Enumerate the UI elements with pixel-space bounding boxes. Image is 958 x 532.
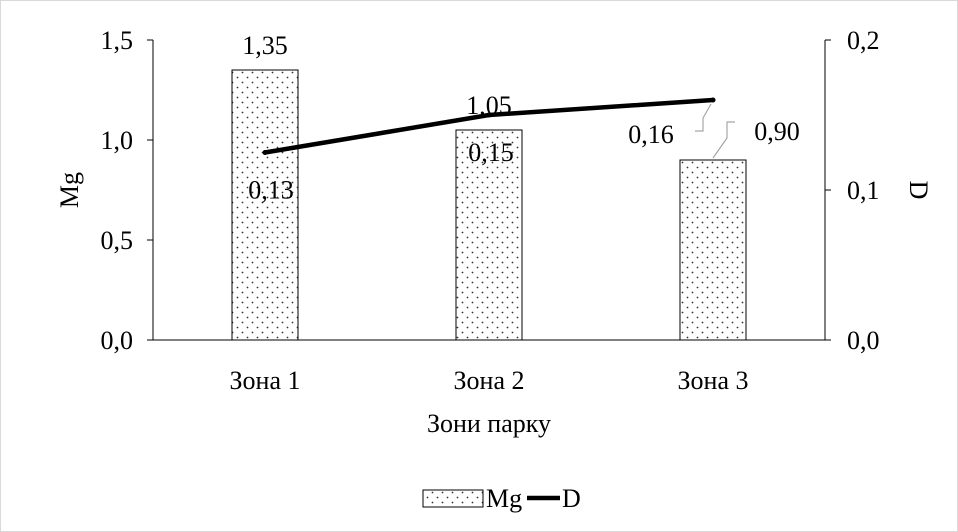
y-tick-label-2: 1,0 [101, 126, 134, 155]
y-axis-title: Mg [55, 172, 84, 208]
x-tick-label-3: Зона 3 [678, 366, 749, 395]
y2-tick-label-1: 0,1 [847, 176, 880, 205]
line-label-3: 0,16 [628, 120, 674, 149]
y2-tick-label-0: 0,0 [847, 326, 880, 355]
point-d-3 [710, 97, 716, 103]
line-label-2: 0,15 [468, 138, 514, 167]
leader-line-mg-3 [712, 121, 735, 159]
point-d-1 [262, 150, 268, 155]
bar-mg-2 [455, 129, 523, 341]
y-tick-label-1: 0,5 [101, 226, 134, 255]
bar-mg-3 [679, 159, 747, 341]
x-tick-label-1: Зона 1 [230, 366, 301, 395]
bar-label-3: 0,90 [754, 117, 800, 146]
y-tick-label-3: 1,5 [101, 26, 134, 55]
line-label-1: 0,13 [248, 176, 294, 205]
x-tick-label-2: Зона 2 [454, 366, 525, 395]
point-d-2 [486, 112, 492, 118]
bar-label-1: 1,35 [242, 31, 288, 60]
y2-tick-label-2: 0,2 [847, 26, 880, 55]
legend-swatch-mg [422, 489, 484, 508]
x-axis-title: Зони парку [427, 409, 551, 438]
legend-label-d: D [562, 484, 581, 513]
legend-label-mg: Mg [486, 484, 522, 513]
leader-line-d-3 [695, 103, 712, 132]
bar-mg-1 [231, 69, 299, 341]
bar-label-2: 1,05 [466, 91, 512, 120]
y-tick-label-0: 0,0 [101, 326, 134, 355]
legend: Mg D [422, 484, 581, 513]
y2-axis-title: D [904, 181, 933, 200]
